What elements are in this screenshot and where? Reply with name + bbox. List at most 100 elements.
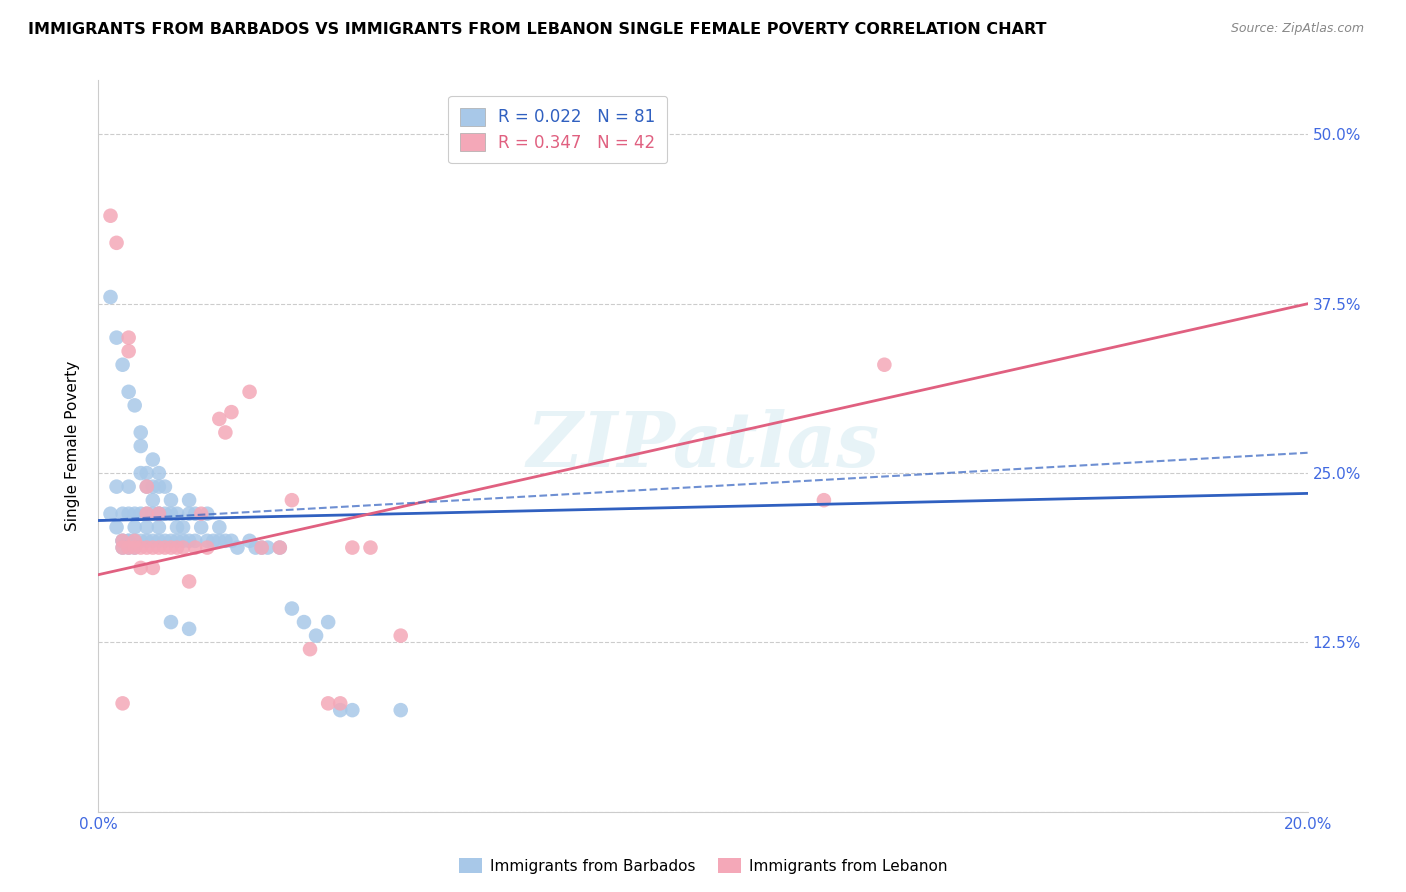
Point (239, 533, 262, 548)
Point (111, 507, 134, 521)
Point (111, 541, 134, 555)
Point (226, 541, 249, 555)
Point (111, 697, 134, 711)
Point (172, 520, 194, 534)
Point (148, 507, 170, 521)
Point (208, 520, 231, 534)
Point (305, 629, 328, 643)
Point (172, 533, 194, 548)
Point (316, 697, 339, 711)
Point (166, 507, 188, 521)
Point (100, 507, 122, 521)
Point (135, 533, 157, 548)
Point (281, 601, 304, 615)
Point (148, 466, 170, 480)
Point (153, 480, 176, 494)
Point (166, 533, 188, 548)
Point (148, 520, 170, 534)
Point (172, 541, 194, 555)
Point (148, 533, 170, 548)
Point (269, 541, 291, 555)
Point (179, 622, 201, 636)
Legend: R = 0.022   N = 81, R = 0.347   N = 42: R = 0.022 N = 81, R = 0.347 N = 42 (449, 96, 668, 163)
Point (148, 541, 170, 555)
Point (118, 533, 141, 548)
Legend: Immigrants from Barbados, Immigrants from Lebanon: Immigrants from Barbados, Immigrants fro… (453, 852, 953, 880)
Point (208, 412, 231, 426)
Point (195, 507, 218, 521)
Point (111, 541, 134, 555)
Point (269, 541, 291, 555)
Point (124, 507, 146, 521)
Point (160, 507, 183, 521)
Point (179, 493, 201, 508)
Point (142, 561, 165, 575)
Point (111, 533, 134, 548)
Y-axis label: Single Female Poverty: Single Female Poverty (65, 361, 80, 531)
Point (166, 520, 188, 534)
Point (142, 480, 165, 494)
Point (124, 533, 146, 548)
Point (100, 290, 122, 304)
Point (179, 574, 201, 589)
Point (129, 541, 152, 555)
Point (148, 507, 170, 521)
Point (221, 533, 243, 548)
Point (184, 541, 207, 555)
Point (118, 384, 141, 399)
Point (360, 541, 382, 555)
Point (316, 615, 339, 629)
Point (124, 541, 146, 555)
Text: Source: ZipAtlas.com: Source: ZipAtlas.com (1230, 22, 1364, 36)
Point (135, 507, 157, 521)
Point (202, 533, 225, 548)
Point (160, 533, 183, 548)
Point (118, 480, 141, 494)
Point (250, 541, 273, 555)
Point (179, 533, 201, 548)
Point (124, 541, 146, 555)
Point (129, 466, 152, 480)
Point (124, 533, 146, 548)
Point (195, 533, 218, 548)
Point (105, 480, 128, 494)
Point (184, 533, 207, 548)
Point (100, 209, 122, 223)
Point (166, 541, 188, 555)
Point (118, 533, 141, 548)
Point (245, 541, 267, 555)
Point (179, 507, 201, 521)
Point (129, 561, 152, 575)
Point (214, 425, 236, 440)
Text: ZIPatlas: ZIPatlas (526, 409, 880, 483)
Point (135, 480, 157, 494)
Point (184, 507, 207, 521)
Point (221, 405, 243, 419)
Point (153, 541, 176, 555)
Point (153, 507, 176, 521)
Point (142, 533, 165, 548)
Point (329, 703, 352, 717)
Point (142, 507, 165, 521)
Point (148, 480, 170, 494)
Point (195, 541, 218, 555)
Point (105, 331, 128, 345)
Point (142, 452, 165, 467)
Point (118, 541, 141, 555)
Point (214, 533, 236, 548)
Point (124, 520, 146, 534)
Point (153, 533, 176, 548)
Point (124, 398, 146, 412)
Point (118, 507, 141, 521)
Point (118, 344, 141, 359)
Point (873, 358, 896, 372)
Point (813, 493, 835, 508)
Point (299, 642, 322, 657)
Point (281, 493, 304, 508)
Point (190, 507, 212, 521)
Point (389, 629, 412, 643)
Point (135, 507, 157, 521)
Point (389, 703, 412, 717)
Point (190, 520, 212, 534)
Point (105, 235, 128, 250)
